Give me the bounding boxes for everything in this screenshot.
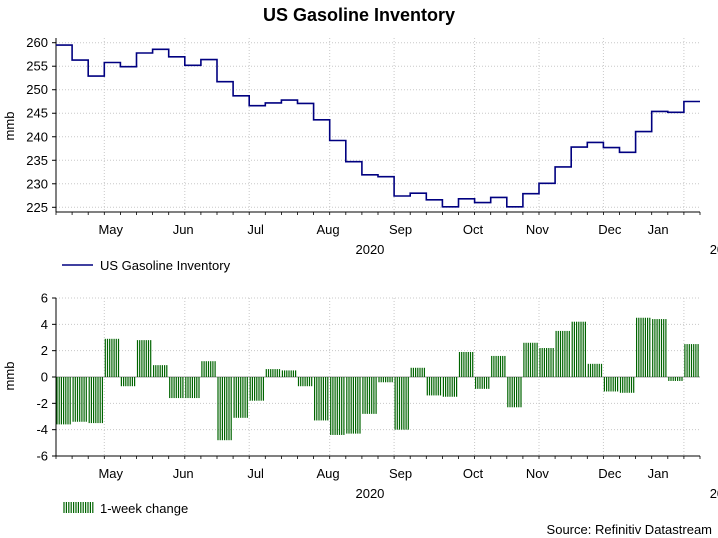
x-month-label: Jul <box>247 466 264 481</box>
y-tick-label: 4 <box>41 317 48 332</box>
line-chart-grid <box>56 38 700 212</box>
x-year-label: 2020 <box>355 486 384 501</box>
weekly-change-bar <box>153 365 168 377</box>
line-chart-y-axis-label: mmb <box>2 112 17 141</box>
y-tick-label: -4 <box>36 422 48 437</box>
x-month-label: Nov <box>526 466 550 481</box>
y-tick-label: 235 <box>26 153 48 168</box>
chart-title: US Gasoline Inventory <box>263 5 455 25</box>
weekly-change-bar <box>668 377 683 381</box>
weekly-change-bar <box>442 377 458 397</box>
x-year-label: 2020 <box>355 242 384 257</box>
bar-chart-x-ticks: May Jun Jul Aug Sep Oct Nov Dec Jan 2020 2021 <box>55 456 718 501</box>
weekly-change-bar <box>104 338 120 377</box>
weekly-change-bar <box>281 370 297 377</box>
bar-chart-bars <box>56 317 700 441</box>
x-month-label: Aug <box>317 222 340 237</box>
weekly-change-bar <box>330 377 345 435</box>
y-tick-label: 230 <box>26 176 48 191</box>
bar-chart-y-ticks: -6 -4 -2 0 2 4 6 <box>36 291 56 464</box>
x-month-label: Jun <box>173 466 194 481</box>
bar-chart-legend: 1-week change <box>63 501 188 516</box>
bar-chart: -6 -4 -2 0 2 4 6 May Jun Jul Aug Sep Oct Nov Dec Jan 20… <box>2 291 718 517</box>
x-month-label: Oct <box>463 222 484 237</box>
x-month-label: Sep <box>389 222 412 237</box>
y-tick-label: -6 <box>36 449 48 464</box>
y-tick-label: 260 <box>26 35 48 50</box>
y-tick-label: 240 <box>26 129 48 144</box>
y-tick-label: 2 <box>41 343 48 358</box>
weekly-change-bar <box>458 351 474 377</box>
legend-bar-swatch <box>63 502 94 513</box>
x-month-label: Nov <box>526 222 550 237</box>
weekly-change-bar <box>587 363 603 377</box>
y-tick-label: 245 <box>26 106 48 121</box>
gasoline-inventory-series-line <box>56 44 700 208</box>
x-month-label: Dec <box>598 222 622 237</box>
weekly-change-bar <box>555 330 570 377</box>
bar-chart-y-axis-label: mmb <box>2 362 17 391</box>
weekly-change-bar <box>394 377 409 430</box>
x-month-label: Jul <box>247 222 264 237</box>
weekly-change-bar <box>346 377 361 434</box>
y-tick-label: 255 <box>26 59 48 74</box>
weekly-change-bar <box>539 348 554 377</box>
weekly-change-bar <box>475 377 490 389</box>
x-month-label: Jan <box>648 466 669 481</box>
y-tick-label: 225 <box>26 200 48 215</box>
weekly-change-bar <box>571 321 587 377</box>
weekly-change-bar <box>201 361 216 377</box>
y-tick-label: 6 <box>41 291 48 306</box>
x-month-label: May <box>98 466 123 481</box>
weekly-change-bar <box>217 377 232 441</box>
weekly-change-bar <box>185 377 200 399</box>
weekly-change-bar <box>88 377 104 424</box>
line-chart: 225 230 235 240 245 250 255 260 May Jun Jul Aug Sep… <box>2 35 718 273</box>
legend-line-label: US Gasoline Inventory <box>100 258 231 273</box>
weekly-change-bar <box>652 319 667 377</box>
x-month-label: Dec <box>598 466 622 481</box>
line-chart-legend: US Gasoline Inventory <box>62 258 231 273</box>
y-tick-label: 0 <box>41 370 48 385</box>
weekly-change-bar <box>603 377 619 392</box>
y-tick-label: 250 <box>26 82 48 97</box>
x-year-label: 2021 <box>710 242 718 257</box>
weekly-change-bar <box>136 340 152 377</box>
weekly-change-bar <box>120 377 136 387</box>
line-chart-x-ticks: May Jun Jul Aug Sep Oct Nov Dec Jan 2020 2021 <box>55 212 718 257</box>
x-month-label: Jun <box>173 222 194 237</box>
weekly-change-bar <box>523 342 538 377</box>
x-month-label: Oct <box>463 466 484 481</box>
weekly-change-bar <box>378 377 393 383</box>
weekly-change-bar <box>426 377 442 396</box>
weekly-change-bar <box>410 367 425 377</box>
weekly-change-bar <box>72 377 87 422</box>
x-month-label: Jan <box>648 222 669 237</box>
legend-bar-label: 1-week change <box>100 501 188 516</box>
x-year-label: 2021 <box>710 486 718 501</box>
weekly-change-bar <box>297 377 313 387</box>
weekly-change-bar <box>314 377 329 421</box>
x-month-label: Sep <box>389 466 412 481</box>
weekly-change-bar <box>684 344 699 377</box>
x-month-label: May <box>98 222 123 237</box>
weekly-change-bar <box>619 377 635 393</box>
y-tick-label: -2 <box>36 396 48 411</box>
x-month-label: Aug <box>317 466 340 481</box>
weekly-change-bar <box>491 355 506 377</box>
weekly-change-bar <box>56 377 71 425</box>
weekly-change-bar <box>507 377 522 408</box>
weekly-change-bar <box>362 377 377 414</box>
line-chart-y-ticks: 225 230 235 240 245 250 255 260 <box>26 35 56 215</box>
weekly-change-bar <box>265 369 281 377</box>
source-note: Source: Refinitiv Datastream <box>547 522 712 537</box>
weekly-change-bar <box>233 377 248 418</box>
weekly-change-bar <box>169 377 184 399</box>
weekly-change-bar <box>635 317 651 377</box>
weekly-change-bar <box>249 377 264 401</box>
